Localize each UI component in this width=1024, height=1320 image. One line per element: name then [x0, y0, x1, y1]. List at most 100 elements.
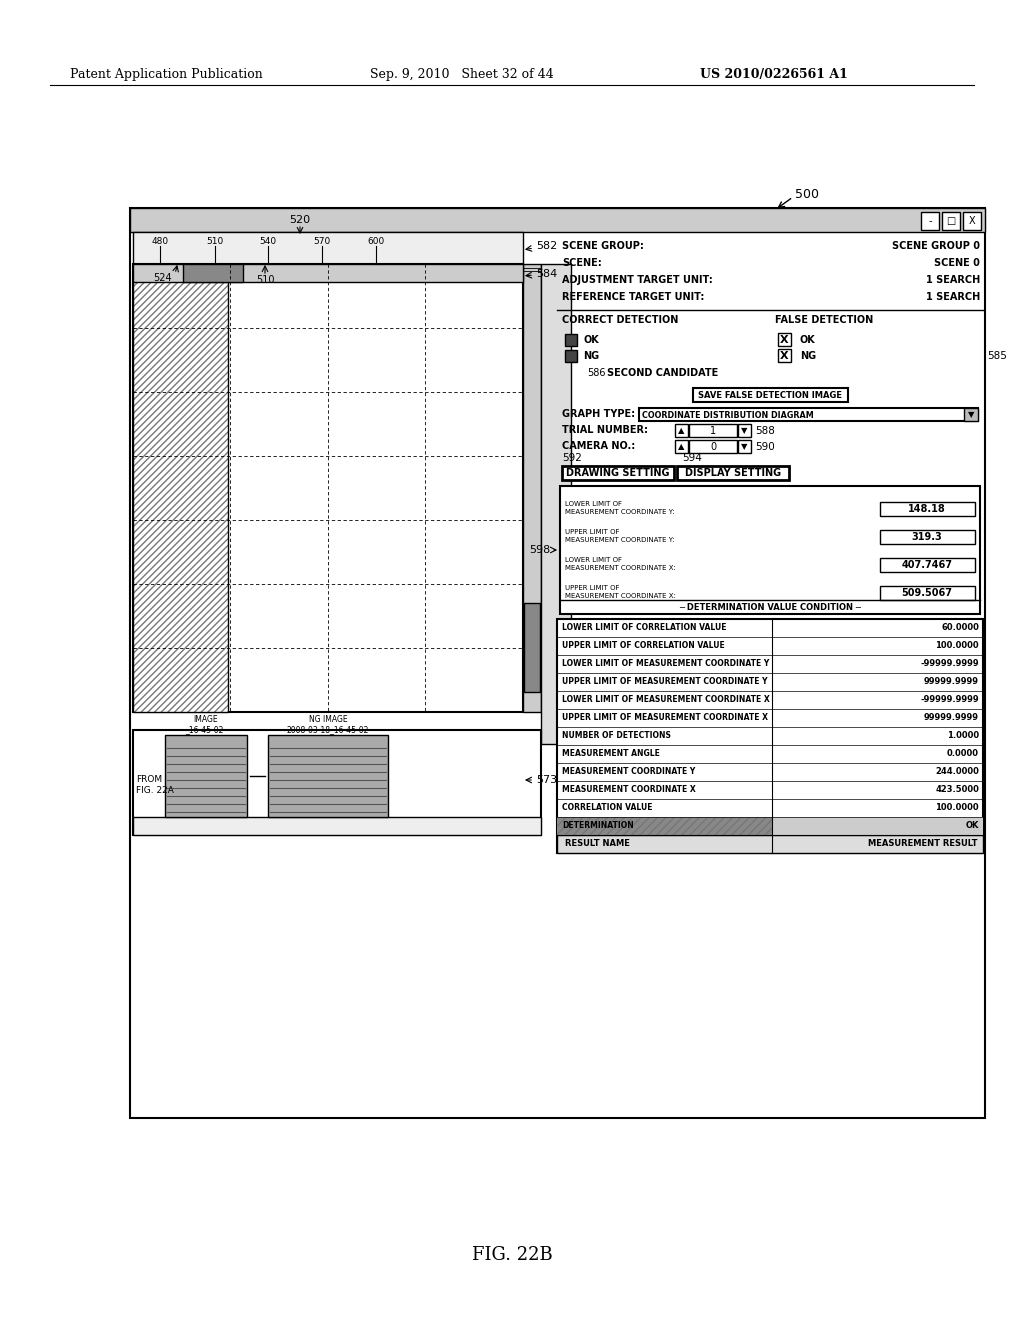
Text: DISPLAY SETTING: DISPLAY SETTING: [685, 469, 781, 478]
Bar: [565, 350, 577, 362]
Text: Patent Application Publication: Patent Application Publication: [70, 69, 263, 81]
Bar: [133, 264, 523, 711]
Text: 600: 600: [368, 238, 385, 247]
Bar: [557, 836, 983, 853]
Text: DETERMINATION: DETERMINATION: [562, 821, 634, 830]
Bar: [133, 232, 523, 264]
Text: LOWER LIMIT OF CORRELATION VALUE: LOWER LIMIT OF CORRELATION VALUE: [562, 623, 726, 632]
Text: _16-45-02-: _16-45-02-: [185, 726, 226, 734]
Text: NG IMAGE: NG IMAGE: [308, 715, 347, 725]
Text: 1 SEARCH: 1 SEARCH: [926, 292, 980, 302]
Text: □: □: [946, 216, 955, 226]
Text: 2008-03-18_16-45-02: 2008-03-18_16-45-02: [287, 726, 370, 734]
Bar: [778, 348, 791, 362]
Text: 500: 500: [795, 189, 819, 202]
Text: 100.0000: 100.0000: [935, 804, 979, 813]
Bar: [693, 388, 848, 403]
Bar: [268, 735, 388, 817]
Text: CORRELATION VALUE: CORRELATION VALUE: [562, 804, 652, 813]
Text: SCENE GROUP:: SCENE GROUP:: [562, 242, 644, 251]
Bar: [557, 817, 772, 836]
Text: 480: 480: [152, 238, 169, 247]
Text: UPPER LIMIT OF CORRELATION VALUE: UPPER LIMIT OF CORRELATION VALUE: [562, 642, 725, 651]
Text: Sep. 9, 2010   Sheet 32 of 44: Sep. 9, 2010 Sheet 32 of 44: [370, 69, 554, 81]
Text: 540: 540: [259, 238, 276, 247]
Text: SCENE 0: SCENE 0: [934, 257, 980, 268]
Text: ▲: ▲: [678, 426, 684, 436]
Text: 319.3: 319.3: [911, 532, 942, 543]
Text: SAVE FALSE DETECTION IMAGE: SAVE FALSE DETECTION IMAGE: [698, 391, 842, 400]
Text: 582: 582: [536, 242, 557, 251]
Text: ─ DETERMINATION VALUE CONDITION ─: ─ DETERMINATION VALUE CONDITION ─: [679, 602, 861, 611]
Text: -99999.9999: -99999.9999: [921, 660, 979, 668]
Text: 509.5067: 509.5067: [901, 587, 952, 598]
Text: 590: 590: [755, 442, 775, 451]
Text: IMAGE: IMAGE: [194, 715, 218, 725]
Text: 584: 584: [536, 269, 557, 279]
Bar: [880, 586, 975, 601]
Text: ▼: ▼: [968, 411, 974, 420]
Text: SECOND CANDIDATE: SECOND CANDIDATE: [607, 368, 718, 378]
Text: 60.0000: 60.0000: [941, 623, 979, 632]
Bar: [560, 486, 980, 614]
Text: TRIAL NUMBER:: TRIAL NUMBER:: [562, 425, 648, 436]
Text: MEASUREMENT COORDINATE Y: MEASUREMENT COORDINATE Y: [562, 767, 695, 776]
Bar: [524, 603, 540, 692]
Text: 520: 520: [290, 215, 310, 224]
Text: 585: 585: [987, 351, 1007, 360]
Text: 423.5000: 423.5000: [935, 785, 979, 795]
Text: 573: 573: [536, 775, 557, 785]
Bar: [130, 209, 985, 232]
Bar: [880, 558, 975, 572]
Text: US 2010/0226561 A1: US 2010/0226561 A1: [700, 69, 848, 81]
Bar: [541, 264, 571, 744]
Text: NUMBER OF DETECTIONS: NUMBER OF DETECTIONS: [562, 731, 671, 741]
Bar: [675, 440, 688, 453]
Bar: [964, 408, 978, 421]
Bar: [880, 531, 975, 544]
Text: MEASUREMENT ANGLE: MEASUREMENT ANGLE: [562, 750, 659, 759]
Text: SCENE GROUP 0: SCENE GROUP 0: [892, 242, 980, 251]
Text: 1.0000: 1.0000: [947, 731, 979, 741]
Text: LOWER LIMIT OF
MEASUREMENT COORDINATE X:: LOWER LIMIT OF MEASUREMENT COORDINATE X:: [565, 557, 676, 570]
Text: FROM
FIG. 22A: FROM FIG. 22A: [136, 775, 174, 795]
Text: MEASUREMENT RESULT: MEASUREMENT RESULT: [868, 840, 978, 849]
Text: X: X: [969, 216, 975, 226]
Bar: [880, 502, 975, 516]
Text: REFERENCE TARGET UNIT:: REFERENCE TARGET UNIT:: [562, 292, 705, 302]
Text: 1: 1: [710, 426, 716, 436]
Text: ▼: ▼: [740, 426, 748, 436]
Bar: [689, 440, 737, 453]
Text: 1 SEARCH: 1 SEARCH: [926, 275, 980, 285]
Bar: [523, 264, 541, 711]
Text: MEASUREMENT COORDINATE X: MEASUREMENT COORDINATE X: [562, 785, 695, 795]
Bar: [689, 424, 737, 437]
Bar: [675, 424, 688, 437]
Text: OK: OK: [966, 821, 979, 830]
Bar: [963, 213, 981, 230]
Text: 586: 586: [587, 368, 605, 378]
Text: 407.7467: 407.7467: [901, 560, 952, 570]
Text: 598: 598: [529, 545, 550, 554]
Bar: [183, 264, 243, 282]
Text: DRAWING SETTING: DRAWING SETTING: [566, 469, 670, 478]
Text: UPPER LIMIT OF MEASUREMENT COORDINATE Y: UPPER LIMIT OF MEASUREMENT COORDINATE Y: [562, 677, 768, 686]
Bar: [133, 264, 523, 282]
Text: SCENE:: SCENE:: [562, 257, 602, 268]
Text: 592: 592: [562, 453, 582, 463]
Text: UPPER LIMIT OF
MEASUREMENT COORDINATE X:: UPPER LIMIT OF MEASUREMENT COORDINATE X:: [565, 586, 676, 598]
Text: GRAPH TYPE:: GRAPH TYPE:: [562, 409, 635, 418]
Text: LOWER LIMIT OF MEASUREMENT COORDINATE X: LOWER LIMIT OF MEASUREMENT COORDINATE X: [562, 696, 770, 705]
Bar: [921, 213, 939, 230]
Bar: [565, 334, 577, 346]
Text: CORRECT DETECTION: CORRECT DETECTION: [562, 315, 678, 325]
Text: LOWER LIMIT OF
MEASUREMENT COORDINATE Y:: LOWER LIMIT OF MEASUREMENT COORDINATE Y:: [565, 502, 675, 515]
Bar: [133, 730, 541, 836]
Text: NG: NG: [800, 351, 816, 360]
Text: 570: 570: [313, 238, 331, 247]
Text: FIG. 22B: FIG. 22B: [472, 1246, 552, 1265]
Bar: [677, 466, 790, 480]
Text: LOWER LIMIT OF MEASUREMENT COORDINATE Y: LOWER LIMIT OF MEASUREMENT COORDINATE Y: [562, 660, 769, 668]
Text: ADJUSTMENT TARGET UNIT:: ADJUSTMENT TARGET UNIT:: [562, 275, 713, 285]
Text: 99999.9999: 99999.9999: [924, 677, 979, 686]
